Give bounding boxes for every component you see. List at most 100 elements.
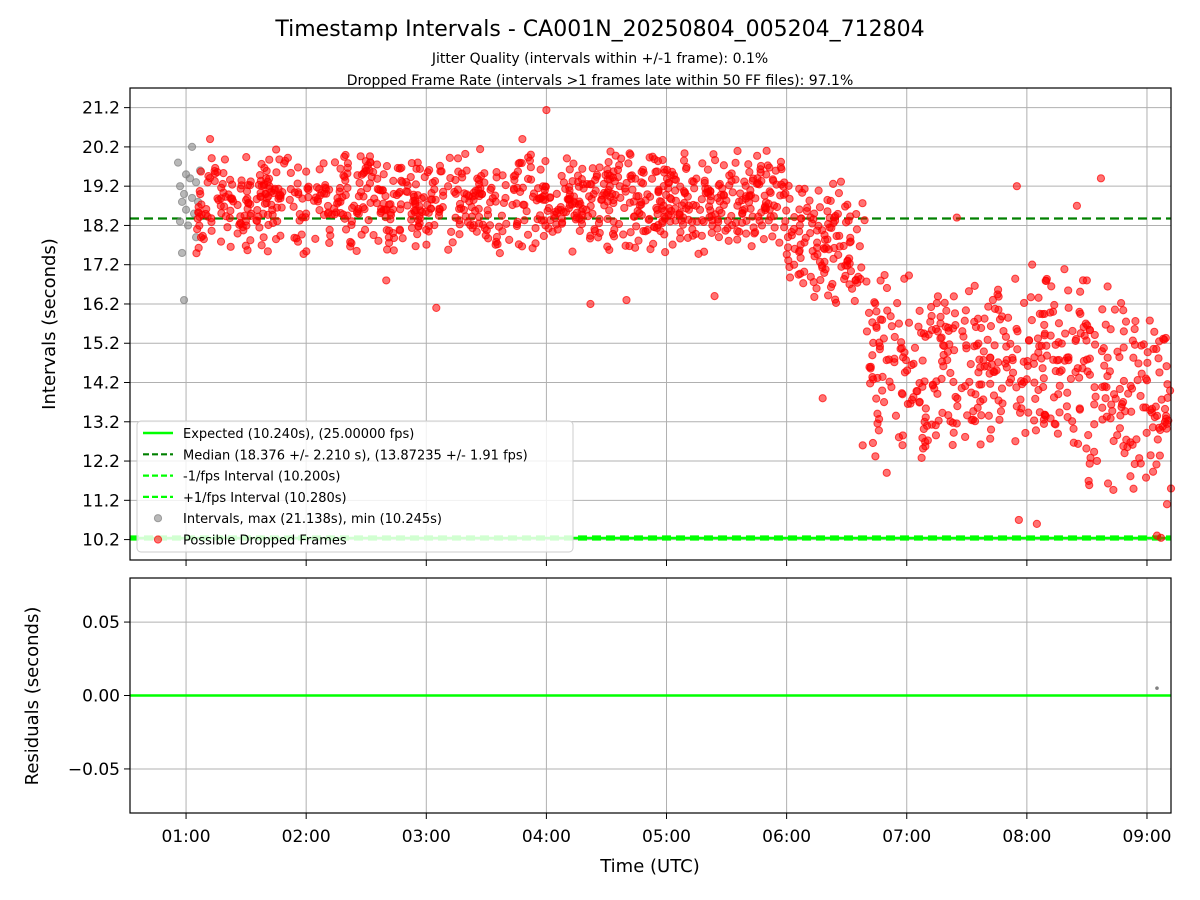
- dropped-frame-point: [741, 181, 750, 190]
- dropped-frame-point: [989, 391, 999, 400]
- dropped-frame-point: [868, 351, 877, 360]
- dropped-frame-point: [575, 226, 584, 236]
- dropped-frame-point: [569, 159, 578, 168]
- dropped-frame-point: [898, 441, 907, 450]
- dropped-frame-point: [979, 347, 988, 356]
- dropped-frame-point: [826, 283, 836, 292]
- dropped-frame-point: [1091, 392, 1100, 401]
- dropped-frame-point: [550, 213, 560, 222]
- top-scatter-points: [173, 105, 1176, 542]
- dropped-frame-point: [934, 416, 943, 425]
- dropped-frame-point: [746, 204, 755, 213]
- dropped-frame-point: [1121, 317, 1131, 326]
- dropped-frame-point: [1029, 359, 1038, 368]
- dropped-frame-point: [1105, 367, 1114, 376]
- dropped-frame-point: [915, 306, 924, 315]
- dropped-frame-point: [741, 192, 750, 201]
- dropped-frame-point: [699, 247, 709, 256]
- dropped-frame-point: [952, 213, 961, 222]
- dropped-frame-point: [1082, 444, 1091, 453]
- dropped-frame-point: [676, 228, 685, 237]
- bottom-y-axis-label: Residuals (seconds): [22, 607, 43, 786]
- dropped-frame-point: [386, 208, 395, 217]
- dropped-frame-point: [263, 247, 272, 256]
- dropped-frame-point: [453, 154, 463, 163]
- dropped-frame-point: [1165, 386, 1175, 395]
- dropped-frame-point: [1102, 412, 1111, 421]
- dropped-frame-point: [393, 163, 402, 173]
- dropped-frame-point: [1030, 378, 1039, 387]
- dropped-frame-point: [207, 154, 216, 163]
- dropped-frame-point: [928, 381, 937, 390]
- dropped-frame-point: [830, 213, 839, 222]
- dropped-frame-point: [443, 182, 453, 191]
- dropped-frame-point: [953, 402, 962, 411]
- top-x-axis-ticks: [185, 560, 1148, 566]
- dropped-frame-point: [835, 231, 844, 240]
- dropped-frame-point: [836, 177, 846, 186]
- dropped-frame-point: [303, 184, 312, 193]
- dropped-frame-point: [986, 379, 995, 388]
- dropped-frame-point: [816, 275, 825, 285]
- dropped-frame-point: [680, 149, 689, 158]
- dropped-frame-point: [1152, 344, 1161, 354]
- dropped-frame-point: [949, 428, 958, 437]
- dropped-frame-point: [986, 322, 996, 331]
- dropped-frame-point: [1098, 403, 1107, 412]
- dropped-frame-point: [634, 236, 643, 245]
- dropped-frame-point: [564, 195, 573, 204]
- dropped-frame-point: [1145, 316, 1154, 325]
- dropped-frame-point: [301, 213, 310, 222]
- dropped-frame-point: [862, 277, 871, 286]
- dropped-frame-point: [544, 224, 553, 233]
- dropped-frame-point: [986, 353, 995, 362]
- x-tick-label: 01:00: [162, 827, 211, 847]
- dropped-frame-point: [977, 323, 986, 333]
- dropped-frame-point: [860, 216, 869, 225]
- dropped-frame-point: [1109, 485, 1118, 495]
- dropped-frame-point: [769, 176, 778, 185]
- dropped-frame-point: [875, 345, 884, 354]
- dropped-frame-point: [1129, 484, 1138, 493]
- dropped-frame-point: [1017, 377, 1026, 386]
- dropped-frame-point: [700, 176, 709, 185]
- dropped-frame-point: [1062, 402, 1071, 411]
- x-tick-label: 02:00: [282, 827, 331, 847]
- dropped-frame-point: [447, 227, 456, 237]
- dropped-frame-point: [1008, 353, 1017, 362]
- top-y-tick-label: 14.2: [82, 374, 120, 394]
- dropped-frame-point: [869, 375, 878, 384]
- dropped-frame-point: [748, 212, 757, 221]
- bottom-y-tick-label: 0.05: [82, 613, 120, 633]
- dropped-frame-point: [882, 468, 891, 477]
- dropped-frame-point: [866, 362, 875, 371]
- dropped-frame-point: [1090, 400, 1099, 409]
- top-y-tick-label: 13.2: [82, 413, 120, 433]
- dropped-frame-point: [450, 187, 459, 197]
- dropped-frame-point: [821, 265, 830, 274]
- dropped-frame-point: [891, 411, 901, 420]
- dropped-frame-point: [915, 397, 924, 406]
- dropped-frame-point: [745, 167, 754, 177]
- dropped-frame-point: [620, 184, 630, 193]
- dropped-frame-point: [1126, 381, 1135, 391]
- dropped-frame-point: [1129, 353, 1138, 362]
- dropped-frame-point: [653, 210, 662, 219]
- dropped-frame-point: [759, 234, 768, 244]
- dropped-frame-point: [910, 343, 920, 352]
- dropped-frame-point: [302, 167, 311, 176]
- dropped-frame-point: [1143, 358, 1152, 367]
- interval-point: [177, 197, 187, 206]
- dropped-frame-point: [620, 203, 629, 213]
- dropped-frame-point: [1134, 359, 1143, 368]
- dropped-frame-point: [997, 384, 1007, 393]
- dropped-frame-point: [1013, 345, 1022, 354]
- dropped-frame-point: [1001, 359, 1010, 368]
- dropped-frame-point: [993, 290, 1002, 299]
- dropped-frame-point: [868, 438, 878, 448]
- dropped-frame-point: [207, 226, 216, 235]
- dropped-frame-point: [1016, 408, 1025, 417]
- dropped-frame-point: [760, 191, 769, 200]
- dropped-frame-point: [619, 230, 628, 239]
